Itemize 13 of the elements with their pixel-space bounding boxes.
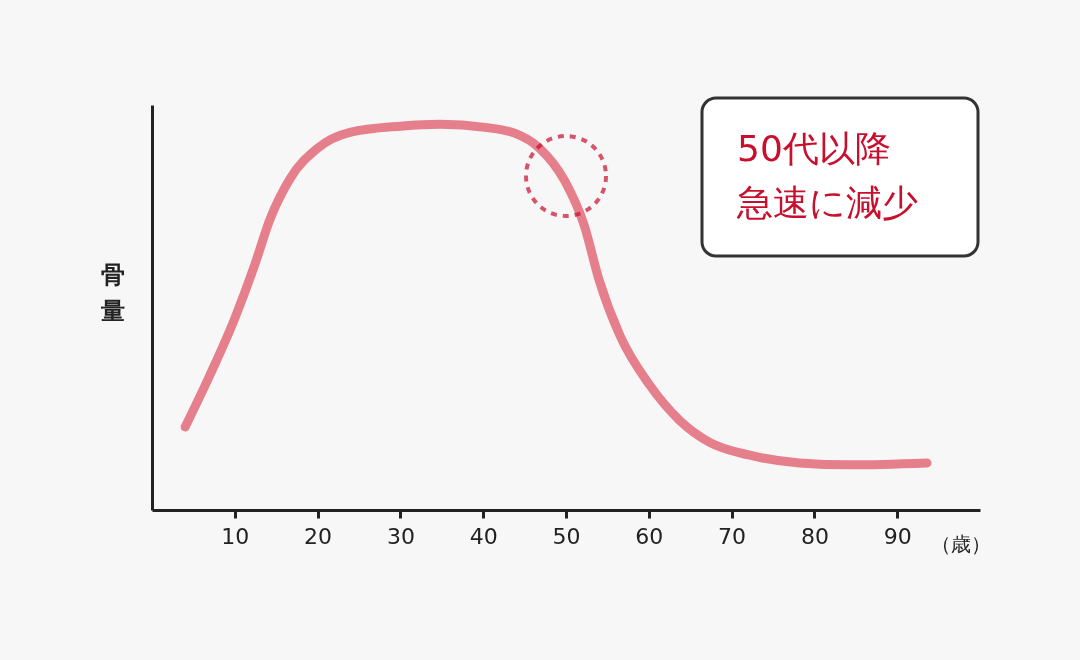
x-tick-label: 30 [386, 523, 415, 549]
x-tick-label: 80 [800, 523, 829, 549]
x-tick-label: 10 [221, 523, 250, 549]
annotation: 50代以降 [737, 128, 891, 169]
annotation: 急速に減少 [736, 182, 918, 223]
x-tick-label: 40 [469, 523, 498, 549]
x-tick-label: 70 [718, 523, 747, 549]
x-tick-label: 20 [304, 523, 333, 549]
y-axis-title: 骨量 [99, 261, 125, 325]
x-tick-label: 50 [552, 523, 581, 549]
x-tick-label: 90 [883, 523, 912, 549]
x-axis-title: （歳） [930, 531, 991, 556]
x-tick-label: 60 [635, 523, 664, 549]
